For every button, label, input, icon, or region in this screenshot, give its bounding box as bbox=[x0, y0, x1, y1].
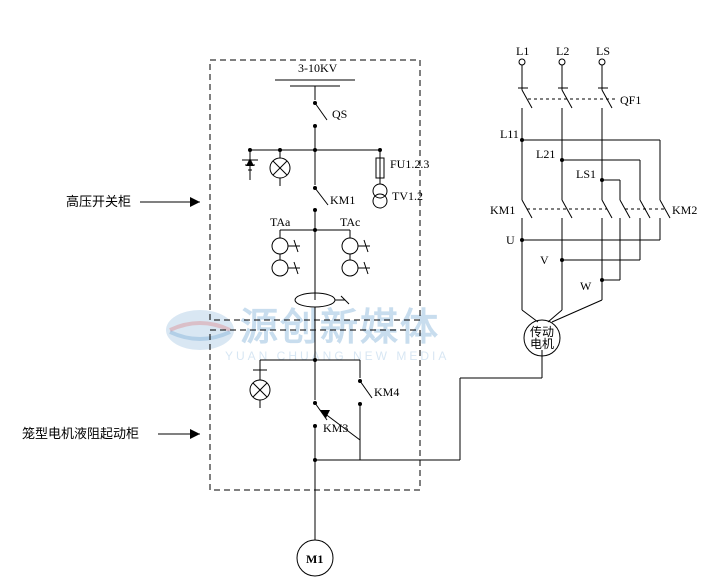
l3-label: LS bbox=[596, 44, 610, 58]
taa-label: TAa bbox=[270, 215, 291, 229]
callout-hv: 高压开关柜 bbox=[66, 194, 200, 209]
control-motor-label-2: 电机 bbox=[530, 337, 554, 351]
km-left-label: KM1 bbox=[490, 203, 515, 217]
qf1: QF1 bbox=[518, 88, 641, 108]
u-label: U bbox=[506, 233, 515, 247]
l31-label: LS1 bbox=[576, 167, 596, 181]
km1-label: KM1 bbox=[330, 193, 355, 207]
tac-label: TAc bbox=[340, 215, 360, 229]
callout-starter: 笼型电机液阻起动柜 bbox=[22, 426, 200, 441]
hv-cabinet: 3-10KV QS FU1.2.3 bbox=[242, 61, 429, 330]
qs-label: QS bbox=[332, 107, 347, 121]
l21-label: L21 bbox=[536, 147, 555, 161]
watermark: 源创新媒体 YUAN CHUANG NEW MEDIA bbox=[166, 307, 449, 363]
fu-label: FU1.2.3 bbox=[390, 157, 429, 171]
hv-cabinet-label: 高压开关柜 bbox=[66, 194, 131, 209]
l2-label: L2 bbox=[556, 44, 569, 58]
motor-m1: M1 bbox=[297, 540, 333, 576]
w-label: W bbox=[580, 279, 592, 293]
l11-label: L11 bbox=[500, 127, 519, 141]
starter-cabinet-label: 笼型电机液阻起动柜 bbox=[22, 426, 139, 441]
tv-label: TV1.2 bbox=[392, 189, 423, 203]
v-label: V bbox=[540, 253, 549, 267]
km4-label: KM4 bbox=[374, 385, 399, 399]
km-right: KM2 bbox=[620, 200, 697, 218]
watermark-main: 源创新媒体 bbox=[240, 307, 440, 349]
qf1-label: QF1 bbox=[620, 93, 641, 107]
km-right-label: KM2 bbox=[672, 203, 697, 217]
voltage-label: 3-10KV bbox=[298, 61, 338, 75]
l1-label: L1 bbox=[516, 44, 529, 58]
watermark-sub: YUAN CHUANG NEW MEDIA bbox=[225, 349, 449, 363]
three-phase: L1 L2 LS QF1 L11 bbox=[490, 44, 697, 356]
km-left: KM1 bbox=[490, 200, 612, 218]
m1-label: M1 bbox=[306, 552, 323, 566]
interconnect bbox=[360, 350, 542, 460]
